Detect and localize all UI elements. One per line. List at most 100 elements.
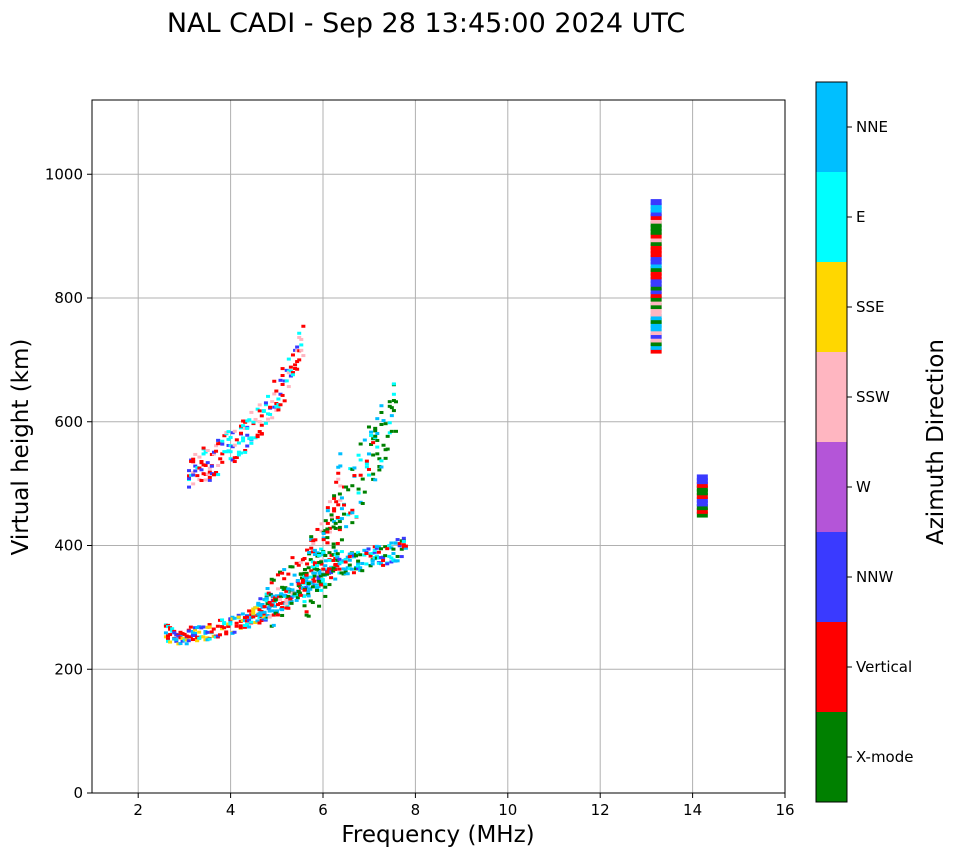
echo-point [258, 613, 263, 617]
echo-point [182, 638, 187, 642]
echo-point [336, 477, 341, 481]
echo-point [310, 585, 315, 589]
echo-point [650, 247, 662, 254]
echo-point [331, 545, 336, 549]
echo-point [238, 619, 243, 623]
echo-point [195, 466, 200, 470]
echo-point [193, 628, 198, 632]
echo-point [379, 459, 384, 463]
echo-point [356, 566, 361, 570]
echo-point [289, 595, 294, 599]
echo-point [243, 449, 248, 453]
echo-point [650, 325, 662, 332]
echo-point [284, 598, 289, 602]
echo-point [267, 615, 272, 619]
echo-point [275, 609, 280, 613]
echo-point [376, 545, 381, 549]
echo-point [310, 601, 315, 605]
echo-point [211, 473, 216, 477]
echo-point [650, 243, 662, 250]
echo-point [650, 340, 662, 347]
echo-point [205, 472, 210, 476]
echo-point [358, 500, 363, 504]
echo-point [385, 447, 390, 451]
colorbar-swatch [816, 82, 847, 172]
echo-point [312, 553, 317, 557]
echo-point [232, 456, 237, 460]
echo-point [262, 612, 267, 616]
echo-point [294, 598, 299, 602]
echo-point [274, 408, 279, 412]
echo-point [358, 442, 363, 446]
echo-point [360, 569, 365, 573]
echo-point [350, 511, 355, 515]
echo-point [307, 550, 312, 554]
echo-point [228, 619, 233, 623]
echo-point [278, 570, 283, 574]
echo-point [391, 558, 396, 562]
echo-point [347, 552, 352, 556]
echo-point [251, 607, 256, 611]
echo-point [214, 444, 219, 448]
echo-point [201, 625, 206, 629]
echo-point [264, 599, 269, 603]
echo-point [293, 348, 298, 352]
echo-point [696, 511, 708, 518]
echo-point [213, 635, 218, 639]
echo-point [401, 536, 406, 540]
x-axis-label: Frequency (MHz) [341, 822, 534, 848]
echo-point [209, 464, 214, 468]
echo-point [650, 310, 662, 317]
echo-point [228, 450, 233, 454]
echo-point [258, 611, 263, 615]
echo-point [327, 530, 332, 534]
echo-point [327, 526, 332, 530]
echo-point [383, 448, 388, 452]
echo-point [379, 410, 384, 414]
echo-point [399, 547, 404, 551]
echo-point [650, 258, 662, 265]
echo-point [261, 615, 266, 619]
echo-point [187, 474, 192, 478]
echo-point [302, 574, 307, 578]
x-tick-label: 10 [498, 801, 517, 819]
echo-point [330, 516, 335, 520]
echo-point [226, 624, 231, 628]
echo-point [344, 485, 349, 489]
echo-point [232, 443, 237, 447]
echo-point [315, 527, 320, 531]
echo-point [399, 555, 404, 559]
echo-point [387, 400, 392, 404]
echo-point [358, 553, 363, 557]
echo-point [362, 553, 367, 557]
echo-point [228, 435, 233, 439]
echo-point [253, 436, 258, 440]
echo-point [286, 606, 291, 610]
echo-point [269, 624, 274, 628]
echo-point [249, 436, 254, 440]
echo-point [251, 612, 256, 616]
echo-point [374, 556, 379, 560]
azimuth-colorbar: NNE E SSE SSW W NNW Vertical X-mode [815, 81, 913, 803]
echo-point [304, 573, 309, 577]
echo-point [268, 412, 273, 416]
echo-point [264, 592, 269, 596]
echo-point [234, 621, 239, 625]
echo-point [338, 498, 343, 502]
echo-point [650, 262, 662, 269]
echo-point [174, 639, 179, 643]
echo-point [245, 433, 250, 437]
echo-point [335, 552, 340, 556]
echo-point [391, 409, 396, 413]
echo-point [325, 570, 330, 574]
echo-point [257, 403, 262, 407]
echo-point [197, 636, 202, 640]
echo-point [298, 593, 303, 597]
y-tick-label: 1000 [45, 165, 83, 183]
echo-point [389, 429, 394, 433]
echo-point [251, 420, 256, 424]
echo-point [272, 604, 277, 608]
echo-point [236, 453, 241, 457]
echo-point [317, 553, 322, 557]
echo-point [269, 603, 274, 607]
